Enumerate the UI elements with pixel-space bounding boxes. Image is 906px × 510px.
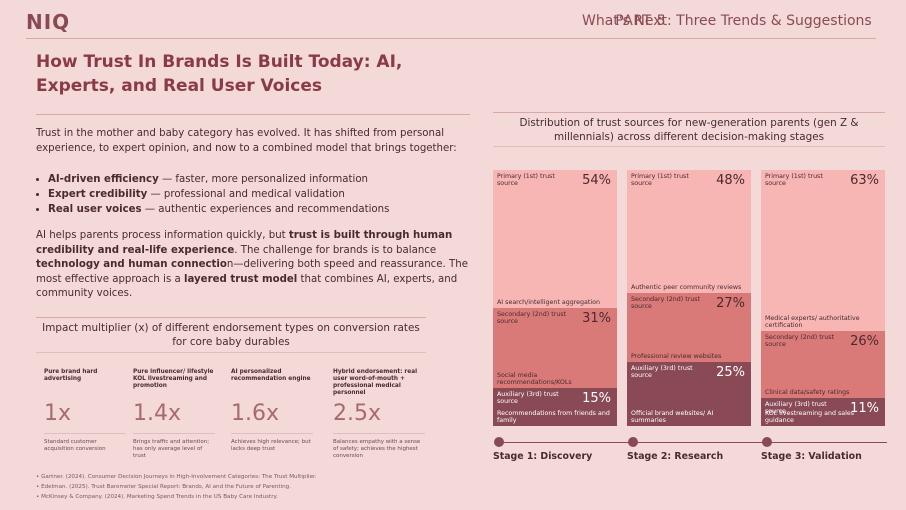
multiplier-item: Pure influencer/ lifestyle KOL livestrea… — [133, 369, 215, 460]
multiplier-line — [133, 433, 215, 434]
para-text: . The challenge for brands is to balance — [234, 244, 437, 256]
multiplier-label: Hybrid endorsement: real user word-of-mo… — [333, 369, 418, 396]
multiplier-line — [231, 433, 313, 434]
bullet-item: Real user voices — authentic experiences… — [48, 202, 488, 217]
multiplier-item: Hybrid endorsement: real user word-of-mo… — [333, 369, 425, 460]
bullet-bold: AI-driven efficiency — [48, 174, 159, 185]
para-text: that combines AI, experts, and community… — [36, 273, 458, 300]
section-title: What's Next: Three Trends & Suggestions — [582, 13, 872, 29]
segment-value-label: 31% — [582, 311, 611, 327]
multiplier-line — [44, 433, 126, 434]
bullet-text: — faster, more personalized information — [158, 174, 369, 185]
bar-segment: Secondary (2nd) trust source 26% Clinical … — [761, 331, 885, 398]
bullet-text: — professional and medical validation — [147, 189, 345, 200]
bullet-bold: Expert credibility — [48, 189, 148, 200]
segment-source-label: Professional review websites — [631, 352, 722, 360]
multiplier-divider — [36, 352, 426, 353]
segment-value-label: 54% — [582, 173, 611, 188]
bar-segment: Primary (1st) trust source 54% AI search/i… — [493, 170, 617, 309]
segment-series-label: Secondary (2nd) trust source — [497, 311, 567, 326]
multiplier-label: AI personalized recommendation engine — [231, 369, 311, 382]
segment-series-label: Secondary (2nd) trust source — [765, 334, 835, 349]
footnote: • Gartner. (2024). Consumer Decision Jou… — [36, 474, 317, 480]
bar-segment: Auxiliary (3rd) trust source 25% Official … — [627, 362, 751, 426]
segment-series-label: Auxiliary (3rd) trust source — [765, 400, 827, 415]
para-bold: layered trust model — [183, 273, 298, 285]
footnote: • Edelman. (2025). Trust Barometer Speci… — [36, 484, 291, 490]
bar-segment: Secondary (2nd) trust source 31% Social me… — [493, 308, 617, 388]
multiplier-item: Pure brand hard advertising 1x Standard … — [44, 369, 126, 453]
multiplier-value: 1.4x — [133, 401, 182, 426]
segment-value-label: 11% — [850, 400, 879, 416]
segment-source-label: Recommendations from friends and family — [497, 409, 610, 424]
segment-value-label: 63% — [850, 173, 879, 188]
multiplier-desc: Balances empathy with a sense of safety;… — [333, 439, 421, 459]
body-paragraph: AI helps parents process information qui… — [36, 229, 476, 302]
segment-source-label: KOL livestreaming and sales guidance — [765, 409, 855, 424]
bar-segment: Secondary (2nd) trust source 27% Professio… — [627, 292, 751, 362]
multiplier-label: Pure brand hard advertising — [44, 369, 98, 382]
segment-series-label: Auxiliary (3rd) trust source — [497, 390, 559, 405]
bullet-item: AI-driven efficiency — faster, more pers… — [48, 172, 488, 187]
para-bold: technology and human connectio — [36, 259, 227, 270]
bullet-bold: Real user voices — [48, 204, 142, 215]
multiplier-desc: Brings traffic and attention; has only a… — [133, 439, 210, 459]
bar-segment: Primary (1st) trust source 48% Authentic p… — [627, 170, 751, 293]
intro-text: Trust in the mother and baby category ha… — [36, 128, 457, 154]
title-divider — [36, 114, 470, 115]
bullet-list: AI-driven efficiency — faster, more pers… — [36, 172, 488, 217]
part-label: PART 5 — [615, 13, 666, 29]
segment-series-label: Secondary (2nd) trust source — [631, 295, 701, 310]
header-divider — [26, 38, 876, 39]
multiplier-value: 2.5x — [333, 401, 382, 426]
segment-value-label: 15% — [582, 390, 611, 406]
para-text: n—delivering both speed and reassurance.… — [36, 259, 468, 285]
chart-title: Distribution of trust sources for new-ge… — [519, 117, 859, 143]
segment-series-label: Primary (1st) trust source — [631, 173, 689, 187]
bar-segment: Auxiliary (3rd) trust source 11% KOL lives… — [761, 397, 885, 426]
multiplier-value: 1x — [44, 401, 72, 426]
segment-series-label: Primary (1st) trust source — [765, 173, 823, 187]
segment-source-label: Official brand websites/ AI summaries — [631, 410, 714, 424]
niq-logo: NIQ — [26, 10, 71, 34]
page-title: How Trust In Brands Is Built Today: AI, … — [36, 52, 403, 96]
multiplier-divider — [36, 317, 426, 318]
chart-divider — [493, 112, 885, 113]
segment-source-label: Medical experts/ authoritative certifica… — [765, 315, 860, 330]
segment-value-label: 27% — [716, 295, 745, 311]
bar-segment: Primary (1st) trust source 63% Medical exp… — [761, 170, 885, 332]
segment-value-label: 26% — [850, 334, 879, 350]
stage-label: Stage 1: Discovery — [493, 451, 593, 462]
segment-series-label: Primary (1st) trust source — [497, 173, 555, 187]
para-text: AI helps parents process information qui… — [36, 230, 289, 241]
segment-source-label: Social media recommendations/KOLs — [497, 371, 572, 386]
segment-source-label: Authentic peer community reviews — [631, 283, 742, 291]
multiplier-desc: Standard customer acquisition conversion — [44, 439, 106, 452]
segment-value-label: 48% — [716, 173, 745, 188]
segment-source-label: Clinical data/safety ratings — [765, 388, 850, 396]
multiplier-desc: Achieves high relevance; but lacks deep … — [231, 439, 311, 452]
multiplier-item: AI personalized recommendation engine 1.… — [231, 369, 313, 453]
multiplier-value: 1.6x — [231, 401, 280, 426]
segment-source-label: AI search/intelligent aggregation — [497, 299, 600, 307]
multiplier-label: Pure influencer/ lifestyle KOL livestrea… — [133, 369, 214, 389]
stage-label: Stage 2: Research — [627, 451, 724, 462]
bullet-text: — authentic experiences and recommendati… — [141, 204, 390, 215]
stage-label: Stage 3: Validation — [761, 451, 862, 462]
bar-segment: Auxiliary (3rd) trust source 15% Recommend… — [493, 387, 617, 426]
bullet-item: Expert credibility — professional and me… — [48, 187, 488, 202]
chart-divider — [493, 146, 885, 147]
stage-timeline — [497, 442, 887, 443]
segment-value-label: 25% — [716, 365, 745, 380]
multiplier-line — [333, 433, 425, 434]
para-bold: trust is built through human credibility… — [36, 230, 453, 256]
multiplier-title: Impact multiplier (x) of different endor… — [42, 322, 420, 348]
segment-series-label: Auxiliary (3rd) trust source — [631, 365, 693, 379]
footnote: • McKinsey & Company. (2024). Marketing … — [36, 494, 278, 500]
